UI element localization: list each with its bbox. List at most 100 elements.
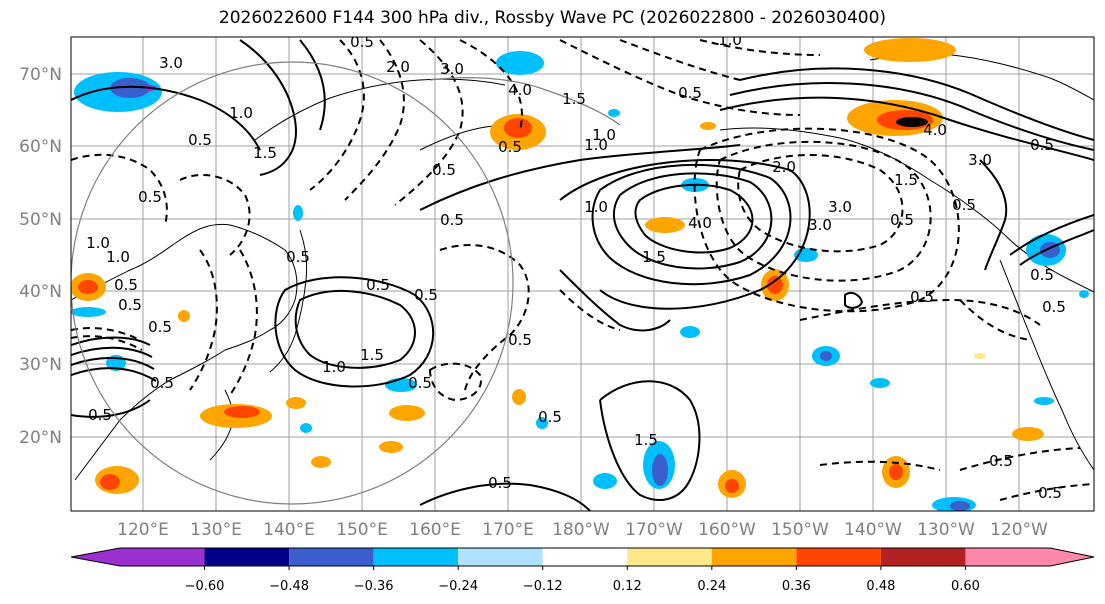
contour-label: 0.5 [408, 374, 432, 392]
colorbar-swatch [796, 548, 881, 566]
colorbar-tick-label: 0.12 [613, 579, 642, 594]
colorbar-swatch [627, 548, 712, 566]
latitude-label: 20°N [19, 428, 62, 448]
contour-label: 3.0 [159, 54, 183, 72]
contour-label: 1.0 [322, 358, 346, 376]
longitude-label: 160°E [409, 520, 461, 540]
contour-label: 1.0 [592, 126, 616, 144]
contour-label: 0.5 [1042, 298, 1066, 316]
colorbar [70, 547, 1095, 567]
colorbar-tick-label: 0.24 [697, 579, 726, 594]
contour-label: 4.0 [923, 121, 947, 139]
contour-label: 2.0 [386, 58, 410, 76]
contour-label: 0.5 [432, 161, 456, 179]
map-plot-area [71, 37, 1094, 511]
contour-label: 2.0 [772, 158, 796, 176]
contour-label: 0.5 [1038, 484, 1062, 502]
contour-label: 0.5 [188, 131, 212, 149]
colorbar-swatch [965, 548, 1050, 566]
longitude-label: 140°W [844, 520, 902, 540]
contour-label: 1.5 [562, 90, 586, 108]
longitude-label: 170°W [625, 520, 683, 540]
longitude-label: 160°W [698, 520, 756, 540]
contour-label: 0.5 [414, 286, 438, 304]
longitude-label: 180°W [552, 520, 610, 540]
contour-label: 0.5 [138, 188, 162, 206]
contour-label: 0.5 [1030, 266, 1054, 284]
divergence-shading [71, 38, 1089, 511]
latitude-labels: 70°N 60°N 50°N 40°N 30°N 20°N [19, 65, 62, 448]
contour-label: 1.0 [718, 31, 742, 49]
contour-label: 4.0 [688, 214, 712, 232]
longitude-label: 120°E [117, 520, 169, 540]
colorbar-swatch [711, 548, 797, 566]
colorbar-tick-labels: −0.60 −0.48 −0.36 −0.24 −0.12 0.12 0.24 0.36 0.4… [185, 566, 980, 594]
colorbar-swatch [289, 548, 374, 566]
contour-label: 0.5 [952, 196, 976, 214]
contour-label: 0.5 [150, 374, 174, 392]
contour-label: 4.0 [508, 81, 532, 99]
colorbar-swatch [880, 548, 966, 566]
contour-label: 0.5 [498, 138, 522, 156]
rossby-wave-arc [429, 77, 621, 126]
contour-label: 0.5 [286, 248, 310, 266]
longitude-label: 130°E [190, 520, 242, 540]
contour-label: 0.5 [538, 408, 562, 426]
latitude-label: 70°N [19, 65, 62, 85]
contour-label: 3.0 [828, 198, 852, 216]
colorbar-swatch [542, 548, 628, 566]
colorbar-tick-label: −0.48 [269, 579, 309, 594]
longitude-label: 170°E [482, 520, 534, 540]
contour-label: 0.5 [678, 84, 702, 102]
colorbar-tick-label: −0.60 [185, 579, 225, 594]
longitude-label: 140°E [263, 520, 315, 540]
contour-label: 1.0 [86, 234, 110, 252]
contour-label: 0.5 [88, 406, 112, 424]
contour-label: 1.0 [584, 136, 608, 154]
colorbar-swatch [458, 548, 543, 566]
colorbar-outline [70, 547, 1095, 567]
colorbar-swatch [120, 548, 205, 566]
contour-labels: 0.5 3.0 2.0 3.0 4.0 1.5 1.0 1.5 1.0 0.5 1.0 2.0 3.0 4… [86, 31, 1066, 502]
contour-label: 1.5 [634, 431, 658, 449]
contour-label: 0.5 [114, 276, 138, 294]
map-frame [70, 36, 1095, 512]
coastlines [71, 53, 1094, 481]
contour-label: 0.5 [890, 211, 914, 229]
longitude-label: 150°E [336, 520, 388, 540]
contour-label: 1.5 [642, 248, 666, 266]
contour-label: 0.5 [118, 296, 142, 314]
contour-label: 0.5 [989, 452, 1013, 470]
longitude-labels: 120°E 130°E 140°E 150°E 160°E 170°E 180°W 170°W… [117, 520, 1048, 540]
colorbar-extend-high [1050, 548, 1094, 566]
latitude-label: 30°N [19, 355, 62, 375]
colorbar-tick-label: −0.24 [438, 579, 478, 594]
longitude-label: 130°W [917, 520, 975, 540]
colorbar-tick-label: 0.48 [866, 579, 895, 594]
longitude-label: 120°W [990, 520, 1048, 540]
contour-label: 0.5 [440, 211, 464, 229]
rossby-wave-circle [71, 61, 514, 505]
contour-label: 1.5 [894, 171, 918, 189]
contour-label: 1.5 [360, 346, 384, 364]
contour-label: 3.0 [440, 60, 464, 78]
colorbar-tick-label: −0.12 [523, 579, 563, 594]
colorbar-swatch [373, 548, 459, 566]
contour-label: 0.5 [910, 288, 934, 306]
contour-label: 0.5 [1030, 136, 1054, 154]
contour-label: 1.5 [253, 144, 277, 162]
latitude-label: 40°N [19, 282, 62, 302]
colorbar-tick-label: −0.36 [354, 579, 394, 594]
contour-label: 1.0 [229, 104, 253, 122]
contour-label: 0.5 [148, 318, 172, 336]
negative-contours [71, 39, 1094, 501]
longitude-label: 150°W [771, 520, 829, 540]
latitude-label: 60°N [19, 137, 62, 157]
colorbar-tick-label: 0.60 [951, 579, 980, 594]
contour-label: 0.5 [508, 331, 532, 349]
latitude-label: 50°N [19, 210, 62, 230]
contour-label: 1.0 [106, 248, 130, 266]
contour-label: 0.5 [488, 474, 512, 492]
colorbar-extend-low [71, 548, 120, 566]
